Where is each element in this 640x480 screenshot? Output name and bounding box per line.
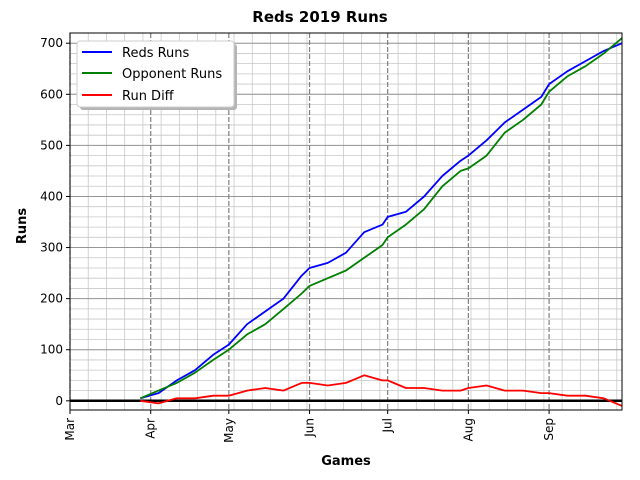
y-tick-label: 500 bbox=[40, 138, 63, 152]
y-axis: 0 100 200 300 400 500 600 700 bbox=[40, 36, 70, 408]
y-tick-label: 300 bbox=[40, 241, 63, 255]
x-tick-label: Sep bbox=[542, 418, 556, 441]
series-line-reds-runs bbox=[140, 42, 623, 400]
chart-title: Reds 2019 Runs bbox=[252, 8, 387, 26]
x-tick-label: Jul bbox=[381, 418, 395, 433]
y-tick-label: 200 bbox=[40, 292, 63, 306]
y-tick-label: 100 bbox=[40, 343, 63, 357]
x-tick-label: Apr bbox=[144, 418, 158, 439]
legend-label-opponent-runs: Opponent Runs bbox=[122, 67, 222, 82]
series-layer bbox=[139, 37, 623, 407]
y-tick-label: 700 bbox=[40, 36, 63, 50]
x-axis-label: Games bbox=[321, 454, 371, 469]
legend-label-run-diff: Run Diff bbox=[122, 89, 175, 104]
x-tick-label: Jun bbox=[303, 418, 317, 438]
legend: Reds Runs Opponent Runs Run Diff bbox=[76, 40, 237, 110]
x-tick-label: Aug bbox=[461, 418, 475, 441]
y-tick-label: 600 bbox=[40, 87, 63, 101]
x-axis: Mar Apr May Jun Jul Aug Sep bbox=[63, 410, 556, 443]
legend-box bbox=[76, 40, 235, 108]
legend-label-reds-runs: Reds Runs bbox=[122, 46, 190, 61]
x-tick-label: Mar bbox=[63, 418, 77, 441]
y-tick-label: 400 bbox=[40, 189, 63, 203]
y-tick-label: 0 bbox=[55, 394, 63, 408]
series-line-run-diff bbox=[140, 374, 623, 407]
x-tick-label: May bbox=[222, 418, 236, 443]
plot-frame bbox=[69, 32, 623, 411]
series-line-opponent-runs bbox=[139, 37, 623, 400]
y-axis-label: Runs bbox=[15, 208, 30, 245]
